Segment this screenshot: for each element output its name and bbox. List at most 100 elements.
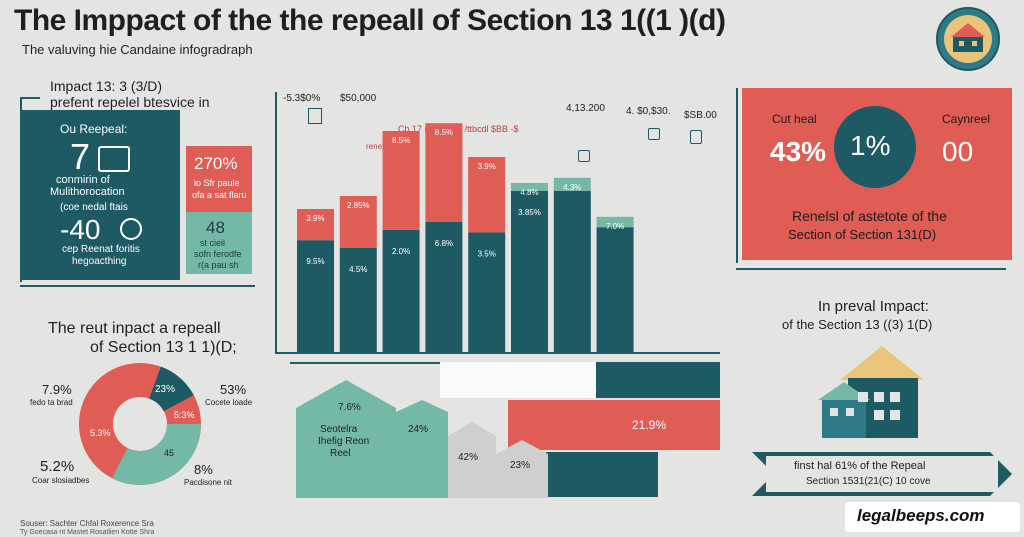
bar-segment: [425, 123, 463, 222]
top-label: $SB.00: [684, 110, 717, 121]
divider: [20, 285, 255, 287]
page-title: The Imppact of the the repeall of Sectio…: [14, 4, 726, 37]
bar-label: 2.0%: [392, 247, 410, 256]
bar-label: 6.8%: [435, 239, 453, 248]
teal-stat-card: Ou Reepeal: 7 conmirin of Mulithorocatio…: [20, 110, 180, 280]
repeal-circle: [834, 106, 916, 188]
lower-label: 23%: [510, 460, 531, 471]
bar-label: 8.5%: [435, 128, 453, 137]
bar-label: 7.0%: [606, 222, 624, 231]
banner-line-1: finst hal 61% of the Repeal: [794, 460, 926, 472]
top-label: 4. $0,$30.: [626, 106, 671, 117]
donut-label-value: 7.9%: [42, 382, 72, 397]
mint-card-value: 48: [206, 218, 225, 237]
banner-line-2: Section 1531(21(C) 10 cove: [806, 476, 931, 487]
teal-card-line-2: Mulithorocation: [50, 186, 125, 198]
coral-stat-card: 270% io Sfr paule ofa a sat flaru: [186, 146, 252, 212]
top-label: $50,000: [340, 93, 377, 104]
teal-card-line-4: cep Reenat foritis: [62, 244, 140, 255]
teal-card-line-3: (coe nedal ftais: [60, 202, 128, 213]
mint-card-line-2: sofn ferodfe: [194, 249, 242, 259]
bar-decor-icon: [308, 108, 322, 124]
bar-decor-icon: [648, 128, 660, 140]
left-heading-1: Impact 13: 3 (3/D): [50, 78, 163, 94]
bar-label: 3.85%: [518, 208, 541, 217]
donut-label-value: 8%: [194, 462, 213, 477]
bar-segment: [382, 229, 420, 352]
page-subtitle: The valuving hie Candaine infogradraph: [22, 42, 253, 57]
impact-heading-2: of the Section 13 ((3) 1(D): [782, 317, 933, 332]
document-icon: [98, 146, 130, 172]
divider: [20, 97, 40, 99]
donut-label-value: 45: [164, 448, 175, 458]
bar-segment: [468, 157, 506, 233]
lower-label: Ihefig Reon: [318, 436, 370, 447]
donut-label-value: 5.2%: [40, 458, 75, 475]
donut-label-value: 53%: [220, 382, 247, 397]
gauge-icon: [120, 218, 142, 240]
bar-label: 3.5%: [478, 249, 496, 258]
lower-teal-band: [596, 362, 720, 398]
source-line-2: Ty Goecasa nt Mastet Rosatlien Kotte Shr…: [20, 529, 155, 536]
teal-card-line-5: hegoacthing: [72, 256, 127, 267]
bar-label: 8.5%: [392, 136, 410, 145]
bar-label: 4.3%: [563, 183, 581, 192]
bar-decor-icon: [578, 150, 590, 162]
bar-segment: [339, 196, 377, 248]
bar-segment: [297, 240, 334, 352]
repeal-right-value: 00: [942, 136, 974, 167]
repeal-caption-2: Section of Section 131(D): [788, 227, 937, 242]
lower-grey-band: [440, 362, 598, 398]
lower-teal-bar: [546, 452, 658, 497]
brand-link[interactable]: legalbeeps.com: [857, 506, 985, 525]
banner-ribbon: [752, 452, 1012, 496]
mint-card-line-3: r(a pau sh: [198, 260, 239, 270]
brand-badge[interactable]: legalbeeps.com: [845, 502, 1020, 532]
bar-chart: 9.5% 3.9% 4.5% 2.85% 2.0% 8.5% 6.8% 8.5% 3.5% 3.9…: [297, 123, 634, 352]
bar-segment: [425, 222, 463, 352]
top-label: -5.3$0%: [283, 93, 321, 104]
teal-card-big-number: 7: [70, 136, 91, 177]
bar-segment: [511, 183, 548, 191]
lower-label: Seotelra: [320, 424, 358, 435]
donut-label-text: Coar slosiadbes: [32, 476, 90, 485]
lower-label: 24%: [408, 424, 429, 435]
bar-segment: [511, 190, 548, 352]
donut-label-text: Cocete loade: [205, 398, 253, 407]
source-line-1: Souser: Sachter Chfal Roxerence Sra: [20, 519, 154, 528]
bar-label: 4.8%: [520, 188, 538, 197]
repeal-left-value: 43%: [770, 136, 827, 167]
donut-label-text: Pacdisone nit: [184, 478, 233, 487]
repeal-left-title: Cut heal: [772, 112, 817, 126]
donut-heading-1: The reut inpact a repeall: [48, 320, 221, 337]
bar-segment: [553, 177, 591, 191]
house-seal-icon: [935, 6, 1001, 72]
lower-label: 42%: [458, 452, 479, 463]
repeal-circle-value: 1%: [850, 130, 891, 161]
coral-card-value: 270%: [194, 154, 238, 173]
bar-label: 9.5%: [306, 257, 324, 266]
lower-label: Reel: [330, 448, 351, 459]
bar-label: 3.9%: [478, 162, 496, 171]
donut-label-value: 5.3%: [90, 428, 111, 438]
repeal-caption-1: Renelsl of astetote of the: [792, 208, 947, 224]
top-label: 4,13.200: [566, 103, 605, 114]
bar-decor-icon: [690, 130, 702, 144]
divider: [736, 268, 1006, 270]
bar-label: 2.85%: [347, 201, 370, 210]
divider: [736, 88, 738, 263]
teal-card-label: Ou Reepeal:: [60, 122, 128, 136]
bar-segment: [297, 209, 334, 241]
coral-card-line-1: io Sfr paule: [194, 178, 240, 188]
house-icon: [810, 340, 930, 444]
impact-heading-1: In preval Impact:: [818, 298, 929, 315]
chart-axis: [275, 92, 277, 354]
mint-card-line-1: st cieil: [200, 238, 226, 248]
lower-label: 7.6%: [338, 402, 361, 413]
donut-heading-2: of Section 13 1 1)(D;: [90, 339, 237, 356]
bar-label: 3.9%: [306, 214, 324, 223]
donut-label-value: 5:3%: [174, 410, 195, 420]
bar-segment: [553, 190, 591, 352]
donut-label-text: fedo ta brad: [30, 398, 73, 407]
left-heading-2: prefent repelel btesvice in: [50, 94, 210, 110]
